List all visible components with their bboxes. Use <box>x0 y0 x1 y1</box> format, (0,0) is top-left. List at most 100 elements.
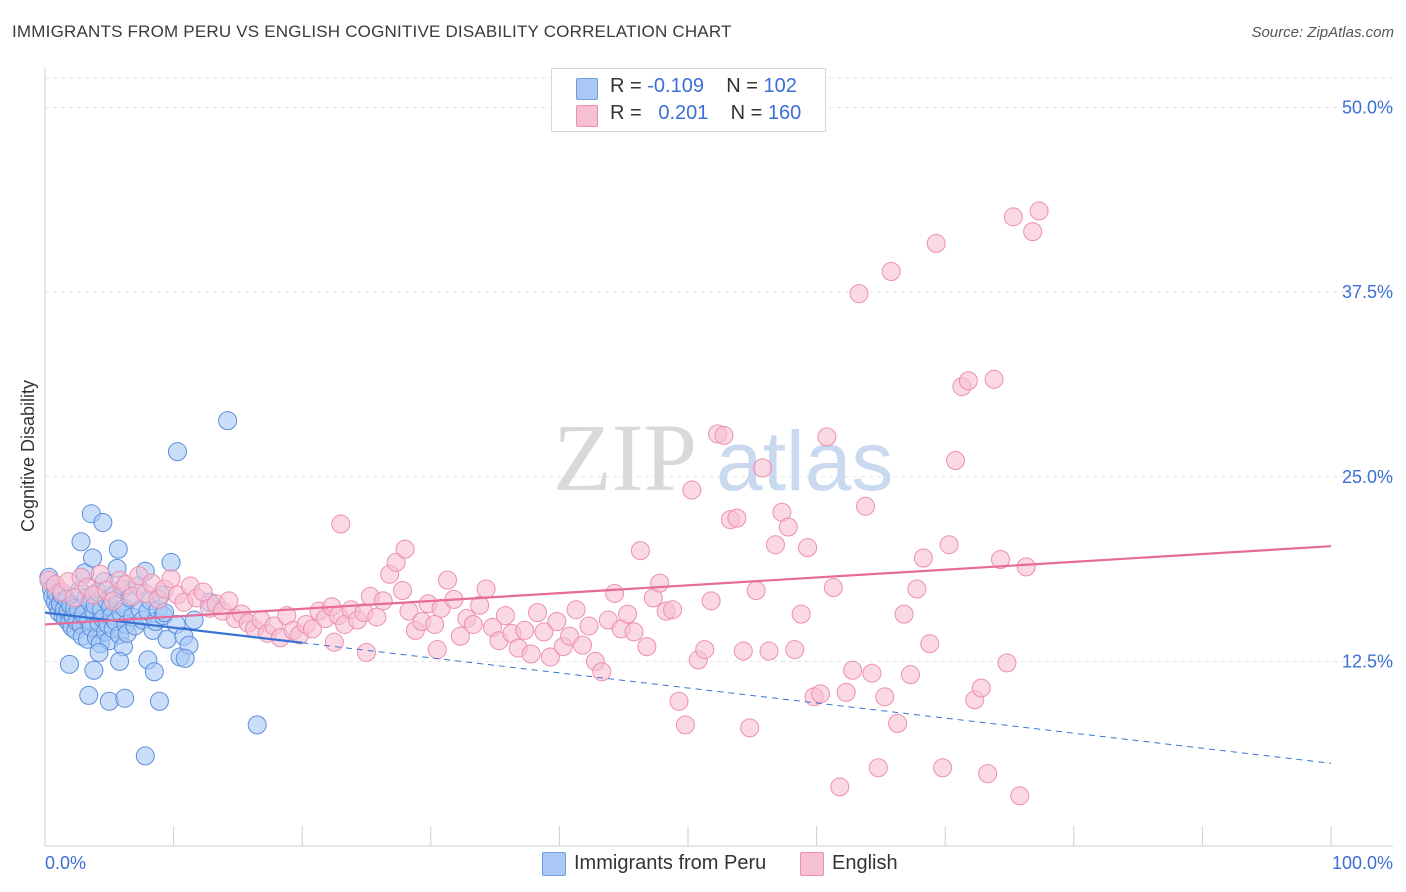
data-point <box>618 604 638 624</box>
data-point <box>1010 786 1030 806</box>
data-point <box>302 619 322 639</box>
data-point <box>79 685 99 705</box>
data-point <box>978 764 998 784</box>
data-point <box>900 665 920 685</box>
legend-label-english: English <box>832 852 898 874</box>
data-point <box>528 603 548 623</box>
data-point <box>727 508 747 528</box>
data-point <box>926 233 946 253</box>
data-point <box>810 684 830 704</box>
data-point <box>115 688 135 708</box>
y-tick-labels: 12.5% 25.0% 37.5% 50.0% <box>1342 98 1393 672</box>
data-point <box>534 622 554 642</box>
data-point <box>669 691 689 711</box>
data-point <box>149 691 169 711</box>
legend-swatch-peru <box>576 78 598 100</box>
data-point <box>958 371 978 391</box>
data-point <box>367 607 387 627</box>
data-point <box>1023 222 1043 242</box>
data-point <box>193 582 213 602</box>
data-point <box>65 588 85 608</box>
data-point <box>682 480 702 500</box>
data-point <box>663 600 683 620</box>
data-point <box>144 662 164 682</box>
data-point <box>868 758 888 778</box>
data-point <box>161 569 181 589</box>
data-point <box>675 715 695 735</box>
y-axis-title: Cognitive Disability <box>18 380 38 532</box>
chart-title: IMMIGRANTS FROM PERU VS ENGLISH COGNITIV… <box>12 22 732 41</box>
data-point <box>849 284 869 304</box>
source-label: Source: ZipAtlas.com <box>1251 24 1394 41</box>
legend-n-value: 160 <box>767 102 802 124</box>
data-point <box>450 626 470 646</box>
legend-n-label: N = <box>730 102 768 124</box>
legend-r-value: -0.109 <box>647 75 704 97</box>
data-point <box>103 591 123 611</box>
data-point <box>184 610 204 630</box>
data-point <box>913 548 933 568</box>
x-tick-label-max: 100.0% <box>1332 853 1393 873</box>
data-point <box>1003 207 1023 227</box>
data-point <box>881 261 901 281</box>
data-point <box>71 532 91 552</box>
data-point <box>753 458 773 478</box>
data-point <box>740 718 760 738</box>
data-point <box>386 552 406 572</box>
axes <box>44 68 1393 847</box>
data-point <box>476 579 496 599</box>
data-point <box>357 643 376 663</box>
data-point <box>714 425 734 445</box>
data-point <box>59 654 79 674</box>
data-point <box>324 632 344 652</box>
y-tick-label: 37.5% <box>1342 282 1393 302</box>
data-point <box>93 513 113 533</box>
data-point <box>515 620 535 640</box>
data-point <box>830 777 850 797</box>
series-english <box>39 201 1049 806</box>
data-point <box>425 614 445 634</box>
y-tick-label: 12.5% <box>1342 651 1393 671</box>
data-point <box>888 713 908 733</box>
correlation-legend: R = -0.109 N = 102 R = 0.201 N = 160 <box>551 68 826 132</box>
data-point <box>875 687 895 707</box>
data-point <box>701 591 721 611</box>
trend-line-solid <box>44 545 1332 626</box>
data-point <box>547 612 567 632</box>
data-point <box>971 678 991 698</box>
y-tick-label: 50.0% <box>1342 98 1393 118</box>
data-point <box>395 539 415 559</box>
legend-n-value: 102 <box>763 75 797 97</box>
data-point <box>984 369 1004 389</box>
data-point <box>920 634 940 654</box>
data-point <box>630 541 650 561</box>
data-point <box>463 614 483 634</box>
trend-lines <box>44 545 1332 764</box>
data-point <box>175 648 195 668</box>
data-point <box>855 496 875 516</box>
data-point <box>219 591 239 611</box>
data-point <box>90 564 110 584</box>
data-point <box>135 746 155 766</box>
legend-r-value: 0.201 <box>658 102 709 124</box>
data-point <box>862 663 882 683</box>
x-tick-label-min: 0.0% <box>45 853 86 873</box>
data-point <box>573 635 593 655</box>
data-point <box>605 583 625 603</box>
data-point <box>778 517 798 537</box>
data-point <box>99 691 119 711</box>
data-point <box>990 549 1010 569</box>
data-point <box>791 604 811 624</box>
data-point <box>592 662 612 682</box>
data-point <box>759 641 779 661</box>
data-point <box>765 535 785 555</box>
data-point <box>817 427 837 447</box>
data-point <box>997 653 1017 673</box>
data-point <box>733 641 753 661</box>
data-point <box>939 535 959 555</box>
data-point <box>695 640 715 660</box>
legend-label-peru: Immigrants from Peru <box>574 852 767 874</box>
legend-swatch-english <box>800 852 824 876</box>
data-point <box>894 604 914 624</box>
